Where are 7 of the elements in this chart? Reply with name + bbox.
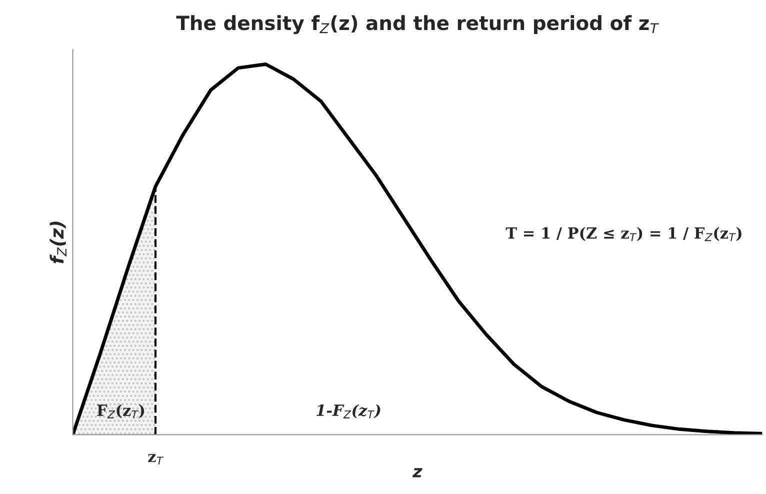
- x-axis-title: z: [412, 468, 422, 478]
- annotation: 1-F$_{Z}$(z$_{T}$): [316, 404, 380, 418]
- text: z$_{T}$: [148, 454, 164, 465]
- annotation: T = 1 / P(Z ≤ z$_{T}$) = 1 / F$_{Z}$(z$_{T}$): [506, 226, 742, 242]
- annotation: F$_{Z}$(z$_{T}$): [97, 404, 144, 418]
- y-axis-title: f$_{Z}$(z): [50, 222, 66, 264]
- chart-title: The density f$_{Z}$(z) and the return period of z$_{T}$: [176, 15, 660, 34]
